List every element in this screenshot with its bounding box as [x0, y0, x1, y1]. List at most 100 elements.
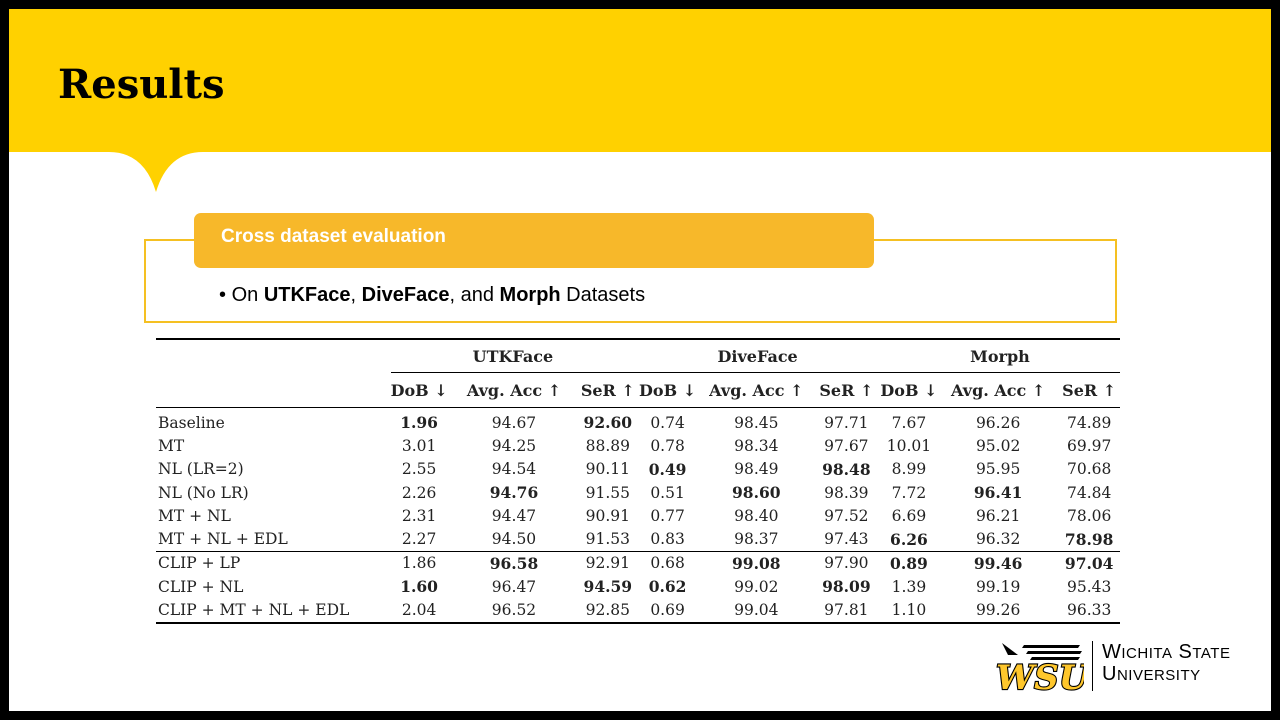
table-cell-value: 98.45: [699, 407, 813, 435]
table-group-header-row: UTKFace DiveFace Morph: [156, 338, 1120, 373]
table-cell-value: 91.53: [585, 530, 631, 549]
table-cell-value: 2.55: [401, 460, 437, 479]
table-cell-value: 2.26: [401, 483, 437, 502]
table-metric-header: SeR ↑: [580, 380, 635, 400]
table-cell-value: 99.04: [699, 598, 813, 624]
table-cell-value: 94.59: [583, 577, 633, 597]
table-cell-value: 78.98: [1064, 529, 1114, 549]
table-cell-value: 98.40: [734, 506, 779, 525]
table-cell-method: MT + NL + EDL: [158, 530, 288, 549]
table-row: MT 3.01 94.25 88.89 0.78 98.34 97.67 10.01 95.02…: [156, 434, 1120, 457]
table-metric-header: DoB ↓: [639, 380, 697, 400]
content-box-header-label: Cross dataset evaluation: [221, 226, 446, 247]
slide-title: Results: [58, 61, 225, 108]
table-cell-value: 98.34: [734, 436, 779, 455]
table-cell-value: 98.60: [732, 483, 781, 503]
table-cell-value: 97.52: [824, 506, 869, 525]
bullet-dataset-utkface: UTKFace: [263, 284, 351, 306]
table-cell-value: 97.81: [812, 598, 880, 624]
table-cell-value: 70.68: [1066, 460, 1112, 479]
table-cell-value: 98.49: [734, 460, 779, 479]
logo-divider: [1092, 641, 1093, 691]
bullet-dataset-morph: Morph: [499, 284, 561, 306]
table-cell-value: 0.69: [635, 598, 700, 624]
table-cell-value: 0.68: [635, 550, 700, 576]
table-row: CLIP + NL 1.60 96.47 94.59 0.62 99.02 98.09 1.3…: [156, 575, 1120, 598]
table-cell-value: 0.51: [650, 483, 685, 502]
table-metric-header: Avg. Acc ↑: [709, 380, 804, 400]
table-cell-method: NL (LR=2): [158, 460, 244, 479]
table-cell-value: 99.19: [975, 577, 1021, 596]
table-cell-value: 95.43: [1066, 577, 1112, 596]
table-cell-value: 96.21: [975, 506, 1021, 525]
table-metric-header: Avg. Acc ↑: [951, 380, 1046, 400]
logo-mark-text: WSU: [996, 658, 1084, 695]
table-row: MT + NL 2.31 94.47 90.91 0.77 98.40 97.52 6.69 9…: [156, 504, 1120, 527]
table-metric-header: Avg. Acc ↑: [466, 380, 562, 400]
table-cell-value: 98.39: [824, 483, 869, 502]
table-cell-method: CLIP + LP: [156, 550, 391, 576]
table-cell-value: 99.26: [937, 598, 1059, 624]
table-group-header: UTKFace: [390, 338, 636, 373]
table-cell-value: 97.43: [824, 530, 869, 549]
table-body: Baseline 1.96 94.67 92.60 0.74 98.45 97.71 7.67…: [156, 407, 1120, 624]
table-cell-value: 91.55: [585, 483, 631, 502]
logo-line-1: WICHITA STATE: [1102, 641, 1231, 663]
table-cell-value: 6.26: [890, 529, 928, 549]
banner-notch: [109, 152, 203, 192]
table-cell-value: 2.04: [390, 598, 448, 624]
title-banner: [9, 9, 1271, 152]
wsu-shocker-logo-icon: WSU: [995, 643, 1084, 695]
table-cell-value: 94.54: [491, 460, 537, 479]
table-cell-value: 7.72: [891, 483, 927, 502]
table-cell-value: 96.32: [975, 530, 1021, 549]
table-cell-value: 96.47: [491, 577, 537, 596]
content-box-header: Cross dataset evaluation: [194, 213, 874, 268]
table-cell-value: 94.67: [447, 407, 581, 435]
table-cell-value: 99.08: [699, 550, 813, 576]
table-cell-value: 98.48: [822, 459, 871, 479]
table-cell-value: 94.50: [491, 530, 537, 549]
table-cell-value: 97.90: [812, 550, 880, 576]
table-cell-value: 74.89: [1058, 407, 1120, 435]
bullet-suffix: Datasets: [560, 284, 646, 306]
table-row: NL (No LR) 2.26 94.76 91.55 0.51 98.60 98.39 7.…: [156, 481, 1120, 504]
table-row: CLIP + MT + NL + EDL 2.04 96.52 92.85 0.69 99…: [156, 598, 1120, 624]
table-cell-value: 0.77: [650, 506, 685, 525]
table-cell-value: 97.67: [824, 436, 869, 455]
table-cell-value: 94.47: [491, 506, 537, 525]
logo-line-2: UNIVERSITY: [1102, 663, 1201, 685]
table-cell-value: 3.01: [401, 436, 437, 455]
university-logo: WSU WICHITA STATE UNIVERSITY: [994, 639, 1254, 699]
table-cell-value: 74.84: [1066, 483, 1112, 502]
bullet-dataset-diveface: DiveFace: [361, 284, 450, 306]
table-row: CLIP + LP 1.86 96.58 92.91 0.68 99.08 97.90 0.8…: [156, 550, 1120, 576]
table-row: MT + NL + EDL 2.27 94.50 91.53 0.83 98.37 97.4…: [156, 527, 1120, 551]
table-cell-value: 98.09: [822, 577, 871, 597]
table-cell-value: 1.86: [390, 550, 448, 576]
table-cell-value: 96.33: [1058, 598, 1120, 624]
table-cell-value: 90.91: [585, 506, 631, 525]
table-metric-header-row: DoB ↓ Avg. Acc ↑ SeR ↑ DoB ↓ Avg. Acc ↑ SeR ↑…: [156, 373, 1120, 408]
bullet-sep-2: , and: [449, 284, 500, 306]
table-cell-value: 90.11: [585, 460, 631, 479]
table-cell-value: 99.46: [937, 550, 1059, 576]
table-cell-value: 69.97: [1066, 436, 1112, 455]
table-cell-value: 97.04: [1058, 550, 1120, 576]
table-cell-method: MT + NL: [158, 506, 231, 525]
table-cell-value: 94.25: [491, 436, 537, 455]
table-row: Baseline 1.96 94.67 92.60 0.74 98.45 97.71 7.67…: [156, 407, 1120, 435]
table-cell-value: 1.96: [390, 407, 448, 435]
table-cell-value: 10.01: [886, 436, 932, 455]
table-group-header: DiveFace: [635, 338, 880, 373]
table-cell-value: 96.58: [447, 550, 581, 576]
table-cell-method: CLIP + MT + NL + EDL: [156, 598, 391, 624]
table-cell-value: 99.02: [734, 577, 779, 596]
table-cell-value: 1.10: [879, 598, 938, 624]
table-cell-method: MT: [158, 436, 185, 455]
table-metric-header: DoB ↓: [880, 380, 938, 400]
table-row: NL (LR=2) 2.55 94.54 90.11 0.49 98.49 98.48 8.9…: [156, 458, 1120, 481]
table-cell-value: 8.99: [891, 460, 927, 479]
table-cell-value: 96.52: [447, 598, 581, 624]
table-cell-value: 78.06: [1066, 506, 1112, 525]
